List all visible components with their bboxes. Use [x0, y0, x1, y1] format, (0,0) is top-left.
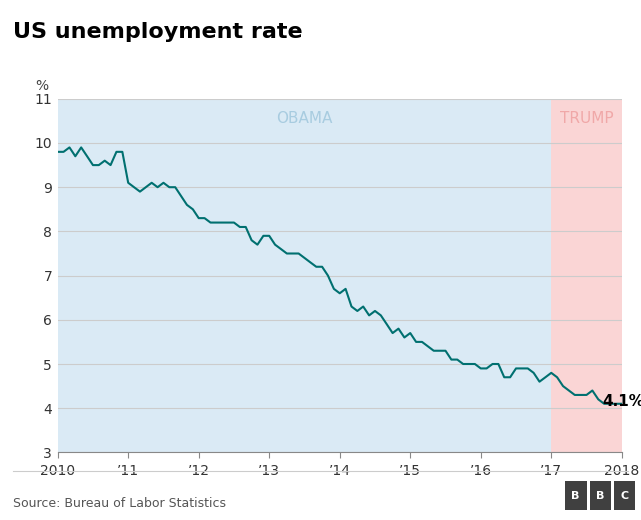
Text: %: %	[35, 79, 48, 93]
Text: 4.1%: 4.1%	[602, 394, 641, 409]
Bar	[551, 99, 622, 452]
Bar	[58, 99, 551, 452]
Text: OBAMA: OBAMA	[276, 111, 333, 126]
Text: C: C	[620, 490, 628, 501]
Text: B: B	[571, 490, 580, 501]
Text: TRUMP: TRUMP	[560, 111, 613, 126]
Text: US unemployment rate: US unemployment rate	[13, 22, 303, 42]
Text: B: B	[595, 490, 604, 501]
Text: Source: Bureau of Labor Statistics: Source: Bureau of Labor Statistics	[13, 497, 226, 510]
